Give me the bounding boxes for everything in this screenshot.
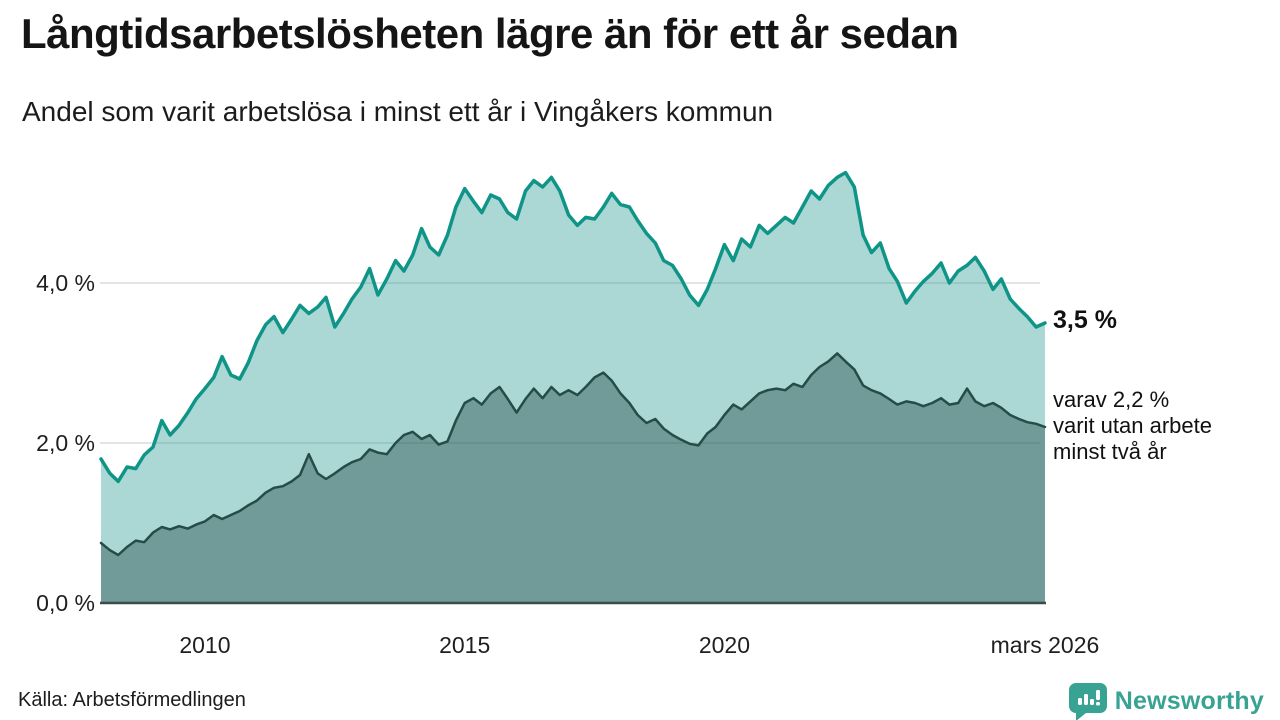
- y-tick-label: 2,0 %: [36, 430, 95, 456]
- series-line-1: [99, 352, 1047, 557]
- x-tick-label: 2015: [439, 632, 491, 658]
- source-note: Källa: Arbetsförmedlingen: [18, 689, 246, 711]
- newsworthy-chart-bubble-icon: [1068, 683, 1107, 720]
- series-area-1: [101, 353, 1045, 603]
- y-tick-label: 0,0 %: [36, 590, 95, 616]
- page-subtitle: Andel som varit arbetslösa i minst ett å…: [22, 96, 774, 127]
- series-line-0: [99, 170, 1047, 484]
- series-area-0: [101, 172, 1045, 603]
- x-tick-label: mars 2026: [990, 632, 1100, 658]
- page-title: Långtidsarbetslösheten lägre än för ett …: [21, 10, 959, 57]
- x-tick-label: 2010: [179, 632, 231, 658]
- y-tick-label: 4,0 %: [36, 270, 95, 296]
- end-value-label: 3,5 %: [1053, 306, 1117, 334]
- newsworthy-logo-text: Newsworthy: [1114, 686, 1264, 715]
- x-tick-label: 2020: [698, 632, 751, 658]
- sub-series-label: varav 2,2 % varit utan arbete minst två …: [1053, 387, 1212, 464]
- newsworthy-logo: Newsworthy: [1068, 682, 1264, 720]
